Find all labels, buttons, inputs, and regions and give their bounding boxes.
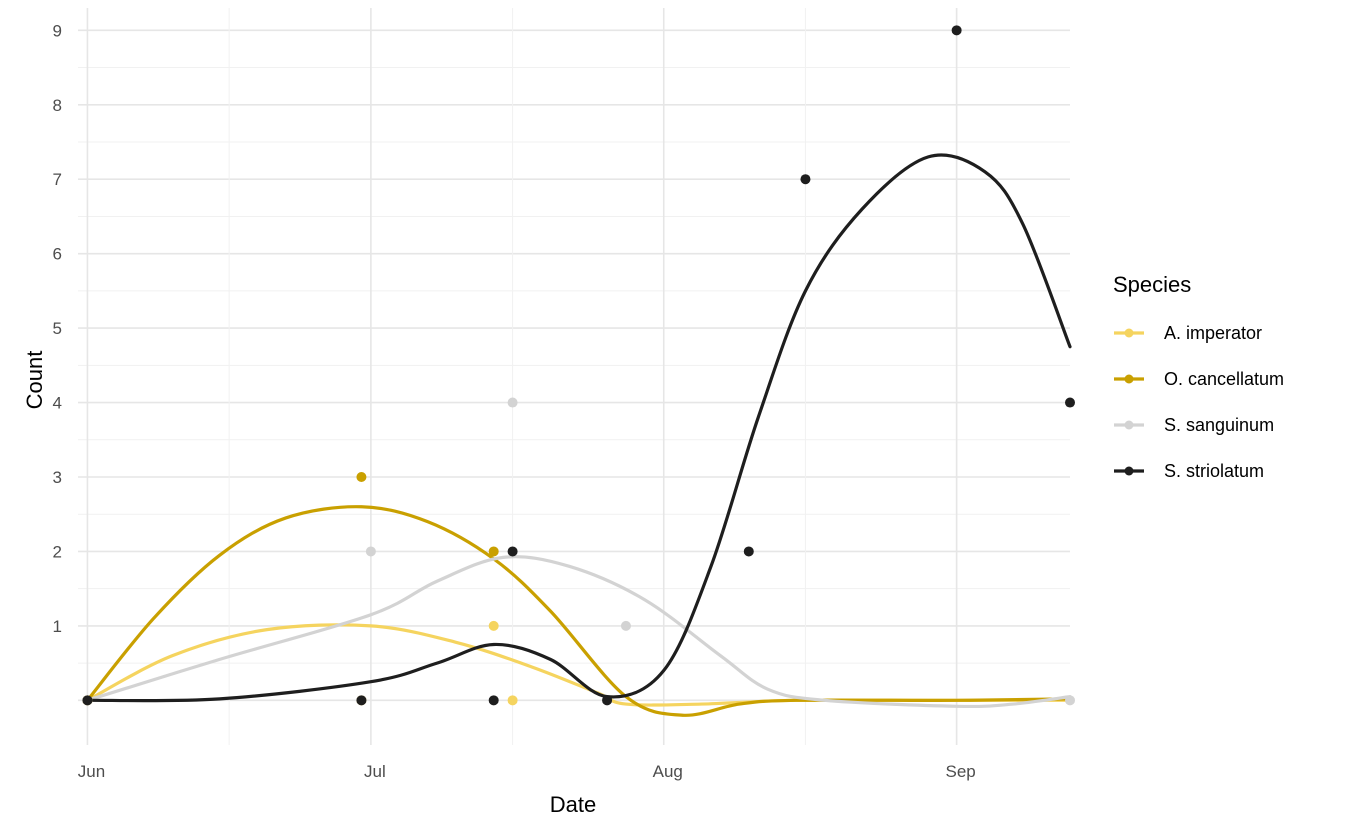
y-tick-label: 6	[53, 245, 62, 264]
data-point-s-sanguinum	[365, 546, 376, 557]
y-tick-label: 7	[53, 170, 62, 189]
y-tick-label: 9	[53, 21, 62, 40]
data-point-s-striolatum	[800, 174, 811, 185]
x-axis-ticks: Jun Jul Aug Sep	[78, 762, 976, 781]
series-line-a-imperator	[85, 623, 1072, 707]
x-tick-label: Sep	[946, 762, 976, 781]
y-tick-label: 2	[53, 542, 62, 561]
data-point-s-sanguinum	[1065, 695, 1075, 706]
x-tick-label: Jul	[364, 762, 386, 781]
y-tick-label: 4	[53, 394, 62, 413]
legend-label: S. sanguinum	[1164, 415, 1274, 435]
legend-item: A. imperator	[1114, 323, 1262, 343]
data-point-o-cancellatum	[356, 472, 367, 482]
y-axis-title: Count	[22, 351, 47, 410]
legend-key-point	[1124, 328, 1134, 338]
grid-lines	[78, 8, 1070, 745]
legend-label: A. imperator	[1164, 323, 1262, 343]
legend: Species A. imperator O. cancellatum S. san…	[1113, 272, 1284, 481]
data-point-o-cancellatum	[488, 546, 499, 557]
legend-label: S. striolatum	[1164, 461, 1264, 481]
legend-title: Species	[1113, 272, 1191, 297]
data-point-s-striolatum	[951, 25, 962, 36]
data-point-s-striolatum	[488, 695, 499, 706]
legend-item: S. striolatum	[1114, 461, 1264, 481]
legend-key-point	[1124, 374, 1134, 384]
legend-item: O. cancellatum	[1114, 369, 1284, 389]
x-axis-title: Date	[550, 792, 596, 816]
data-point-s-sanguinum	[620, 620, 631, 631]
y-tick-label: 3	[53, 468, 62, 487]
data-point-s-striolatum	[602, 695, 613, 706]
legend-key-point	[1124, 420, 1134, 430]
data-point-a-imperator	[488, 620, 499, 631]
series-line-s-sanguinum	[85, 555, 1072, 709]
y-tick-label: 5	[53, 319, 62, 338]
x-tick-label: Aug	[653, 762, 683, 781]
data-point-s-sanguinum	[507, 397, 518, 408]
points-layer	[82, 25, 1075, 706]
y-tick-label: 1	[53, 617, 62, 636]
x-tick-label: Jun	[78, 762, 105, 781]
legend-label: O. cancellatum	[1164, 369, 1284, 389]
data-point-a-imperator	[507, 695, 518, 706]
data-point-s-striolatum	[356, 695, 367, 706]
data-point-s-striolatum	[507, 546, 518, 557]
y-axis-ticks: 1 2 3 4 5 6 7 8 9	[53, 21, 62, 636]
data-point-s-striolatum	[1065, 397, 1075, 408]
data-point-s-striolatum	[82, 695, 93, 706]
data-point-s-striolatum	[743, 546, 754, 557]
legend-key-point	[1124, 466, 1134, 476]
series-layer	[85, 153, 1072, 717]
series-line-s-striolatum	[85, 153, 1072, 703]
y-tick-label: 8	[53, 96, 62, 115]
legend-item: S. sanguinum	[1114, 415, 1274, 435]
